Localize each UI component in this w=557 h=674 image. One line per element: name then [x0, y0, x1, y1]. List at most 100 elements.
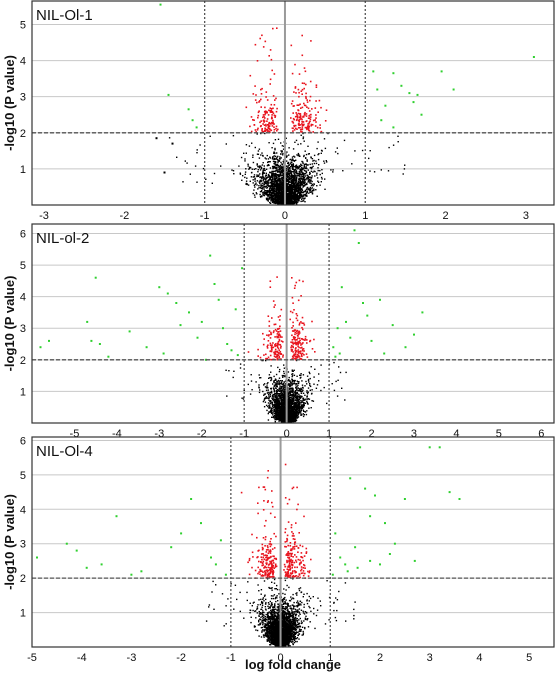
data-point [286, 189, 288, 192]
data-point [313, 188, 315, 190]
data-point [248, 168, 250, 170]
data-point [298, 189, 300, 191]
data-point [280, 161, 282, 164]
data-point [297, 416, 300, 418]
data-point [252, 192, 254, 195]
data-point [280, 171, 283, 173]
data-point [271, 111, 274, 113]
data-point [282, 180, 284, 183]
data-point [310, 187, 312, 190]
data-point [302, 392, 305, 394]
data-point [308, 123, 310, 125]
data-point [289, 167, 291, 170]
data-point [296, 128, 298, 130]
data-point [252, 182, 254, 184]
data-point [310, 157, 312, 159]
data-point [308, 130, 311, 132]
data-point [299, 389, 301, 392]
data-point [282, 383, 285, 385]
data-point [282, 152, 284, 155]
data-point [282, 148, 285, 150]
data-point [308, 381, 310, 383]
data-point [267, 182, 269, 184]
data-point [251, 171, 253, 174]
data-point [266, 154, 268, 157]
data-point [263, 384, 265, 386]
data-point [304, 399, 306, 401]
data-point [281, 178, 283, 180]
data-point [276, 396, 278, 398]
data-point [336, 147, 338, 149]
data-point [280, 421, 283, 423]
data-point [289, 387, 291, 389]
data-point [301, 82, 304, 84]
data-point [286, 185, 288, 187]
data-point [298, 200, 300, 202]
data-point [271, 187, 273, 190]
data-point [267, 114, 270, 116]
data-point [305, 92, 307, 95]
data-point [303, 414, 305, 416]
data-point [301, 34, 303, 37]
data-point [278, 198, 281, 200]
data-point [256, 164, 258, 166]
data-point [368, 157, 370, 160]
data-point [269, 107, 272, 109]
data-point [291, 120, 294, 123]
data-point [300, 407, 302, 409]
y-tick-label: 1 [20, 164, 26, 176]
data-point [282, 194, 284, 196]
data-point [272, 165, 275, 168]
data-point [274, 197, 276, 199]
data-point [262, 123, 264, 125]
data-point [279, 167, 281, 170]
data-point [265, 359, 267, 362]
data-point [276, 201, 278, 203]
data-point [308, 121, 311, 124]
data-point [297, 166, 299, 168]
data-point [254, 146, 256, 149]
data-point [277, 383, 279, 385]
data-point [281, 380, 283, 382]
data-point [278, 411, 281, 413]
data-point [283, 387, 286, 389]
data-point [310, 123, 313, 126]
data-point [297, 116, 299, 119]
data-point [281, 394, 283, 396]
data-point [295, 166, 297, 168]
data-point [268, 395, 270, 397]
data-point [306, 390, 308, 392]
data-point [275, 169, 277, 172]
data-point [296, 189, 299, 192]
data-point [334, 151, 337, 153]
data-point [325, 160, 327, 162]
data-point [292, 112, 294, 114]
x-tick-label: 1 [362, 210, 368, 222]
data-point [286, 151, 288, 153]
data-point [302, 389, 304, 391]
data-point [275, 373, 278, 376]
data-point [292, 169, 295, 171]
data-point [305, 171, 308, 174]
data-point [274, 395, 276, 397]
data-point [245, 144, 248, 146]
data-point [286, 201, 289, 203]
data-point [297, 143, 299, 146]
data-point [265, 193, 267, 196]
data-point [296, 193, 298, 196]
data-point [306, 192, 308, 194]
data-point [286, 171, 288, 173]
data-point [306, 183, 308, 186]
data-point [286, 197, 289, 200]
data-point [295, 195, 297, 197]
data-point [307, 177, 310, 179]
data-point [248, 145, 251, 147]
data-point [271, 189, 273, 191]
data-point [273, 198, 275, 200]
data-point [275, 187, 278, 189]
data-point [311, 177, 313, 179]
data-point [313, 162, 316, 165]
data-point [387, 170, 390, 172]
data-point [300, 173, 303, 176]
data-point [285, 156, 288, 158]
